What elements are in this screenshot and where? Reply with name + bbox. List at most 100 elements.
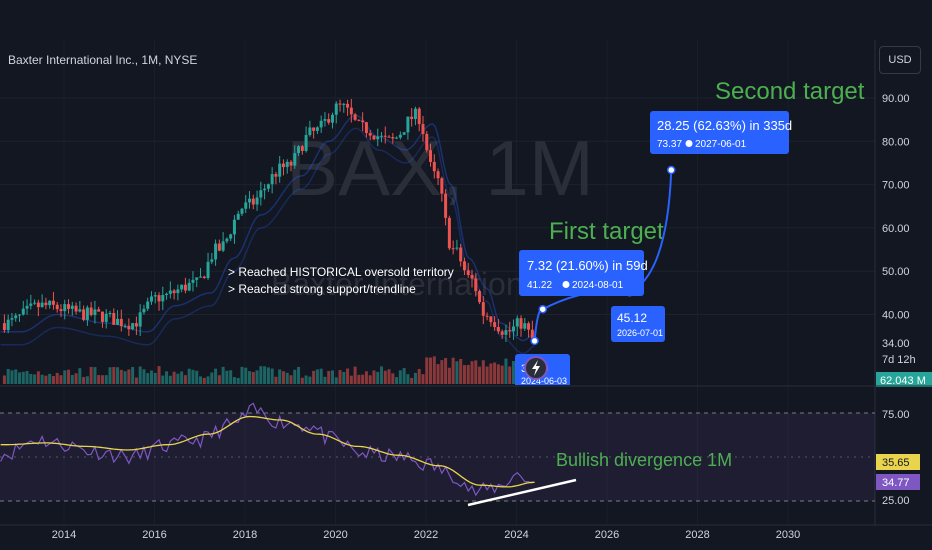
volume-bar (312, 370, 316, 384)
volume-bar (353, 366, 357, 384)
candle-body (168, 290, 172, 294)
volume-bar (183, 375, 187, 384)
candle-body (338, 103, 342, 105)
volume-bar (485, 366, 489, 384)
candle-body (134, 323, 138, 327)
volume-bar (244, 367, 248, 384)
candle-body (21, 308, 25, 315)
volume-bar (221, 366, 225, 384)
candle-body (138, 312, 142, 327)
volume-bar (308, 376, 312, 384)
candle-body (89, 307, 93, 316)
volume-bar (10, 370, 14, 384)
first-target-point (538, 304, 547, 314)
candle-body (285, 161, 289, 168)
volume-bar (410, 377, 414, 384)
candle-body (421, 124, 425, 134)
volume-bar (85, 376, 89, 384)
currency-button[interactable]: USD (879, 46, 921, 74)
volume-bar (63, 370, 67, 384)
candle-body (289, 161, 293, 166)
candle-body (395, 137, 399, 139)
mid-date: 2026-07-01 (617, 328, 663, 338)
price-tick-label: 90.00 (882, 93, 910, 105)
volume-bar (25, 371, 29, 384)
volume-bar (153, 372, 157, 384)
candle-body (149, 296, 153, 302)
candle-body (236, 213, 240, 220)
volume-bar (334, 377, 338, 384)
volume-bar (496, 364, 500, 384)
volume-bar (165, 371, 169, 384)
price-tick-label: 50.00 (882, 266, 910, 278)
candle-body (240, 208, 244, 214)
candle-body (436, 171, 440, 179)
candle-body (127, 325, 131, 330)
volume-bar (263, 366, 267, 384)
candle-body (425, 133, 429, 151)
volume-bar (444, 358, 448, 384)
volume-bar (346, 368, 350, 384)
candle-body (304, 135, 308, 151)
volume-bar (131, 366, 135, 384)
candle-body (176, 289, 180, 294)
candle-body (372, 135, 376, 140)
volume-bars (2, 356, 534, 384)
candle-body (172, 290, 176, 294)
first-target-main: 7.32 (21.60%) in 59d (527, 258, 648, 273)
volume-bar (478, 366, 482, 384)
volume-bar (116, 367, 120, 384)
candle-body (319, 120, 323, 128)
volume-bar (304, 375, 308, 384)
candle-body (36, 302, 40, 308)
volume-bar (138, 366, 142, 384)
volume-bar (500, 365, 504, 384)
volume-bar (387, 369, 391, 384)
divergence-label: Bullish divergence 1M (556, 450, 732, 470)
candle-body (214, 243, 218, 260)
candle-body (146, 301, 150, 309)
volume-bar (206, 376, 210, 384)
candle-body (108, 313, 112, 315)
volume-bar (236, 377, 240, 384)
volume-bar (70, 374, 74, 384)
volume-bar (421, 374, 425, 384)
volume-bar (14, 369, 18, 384)
volume-bar (232, 377, 236, 384)
volume-bar (217, 375, 221, 384)
volume-bar (259, 366, 263, 384)
price-tick-label: 80.00 (882, 136, 910, 148)
price-axis: 90.00 80.00 70.00 60.00 50.00 40.00 (882, 93, 910, 322)
first-target-box: 7.32 (21.60%) in 59d 41.22 2024-08-01 (519, 250, 648, 296)
candlestick-series (2, 98, 534, 343)
clock-icon (562, 281, 570, 288)
candle-body (191, 279, 195, 283)
volume-bar (36, 371, 40, 384)
time-tick-label: 2030 (776, 529, 800, 541)
candle-body (417, 108, 421, 125)
candle-body (70, 305, 74, 309)
volume-bar (489, 363, 493, 384)
divergence-trendline (467, 478, 577, 507)
volume-bar (504, 358, 508, 384)
second-target-main: 28.25 (62.63%) in 335d (657, 118, 792, 133)
candle-body (466, 270, 470, 276)
candle-body (274, 174, 278, 177)
volume-bar (451, 357, 455, 384)
candle-body (353, 114, 357, 120)
volume-bar (119, 369, 123, 384)
volume-bar (361, 374, 365, 384)
candle-body (293, 153, 297, 166)
volume-bar (319, 368, 323, 384)
candle-body (300, 146, 304, 151)
volume-bar (229, 370, 233, 384)
candle-body (429, 150, 433, 162)
price-tick-label: 60.00 (882, 223, 910, 235)
candle-body (104, 313, 108, 322)
clock-icon (685, 140, 693, 147)
candle-body (455, 247, 459, 249)
volume-bar (285, 372, 289, 384)
candle-body (51, 300, 55, 305)
volume-bar (248, 371, 252, 384)
candle-body (153, 295, 157, 297)
